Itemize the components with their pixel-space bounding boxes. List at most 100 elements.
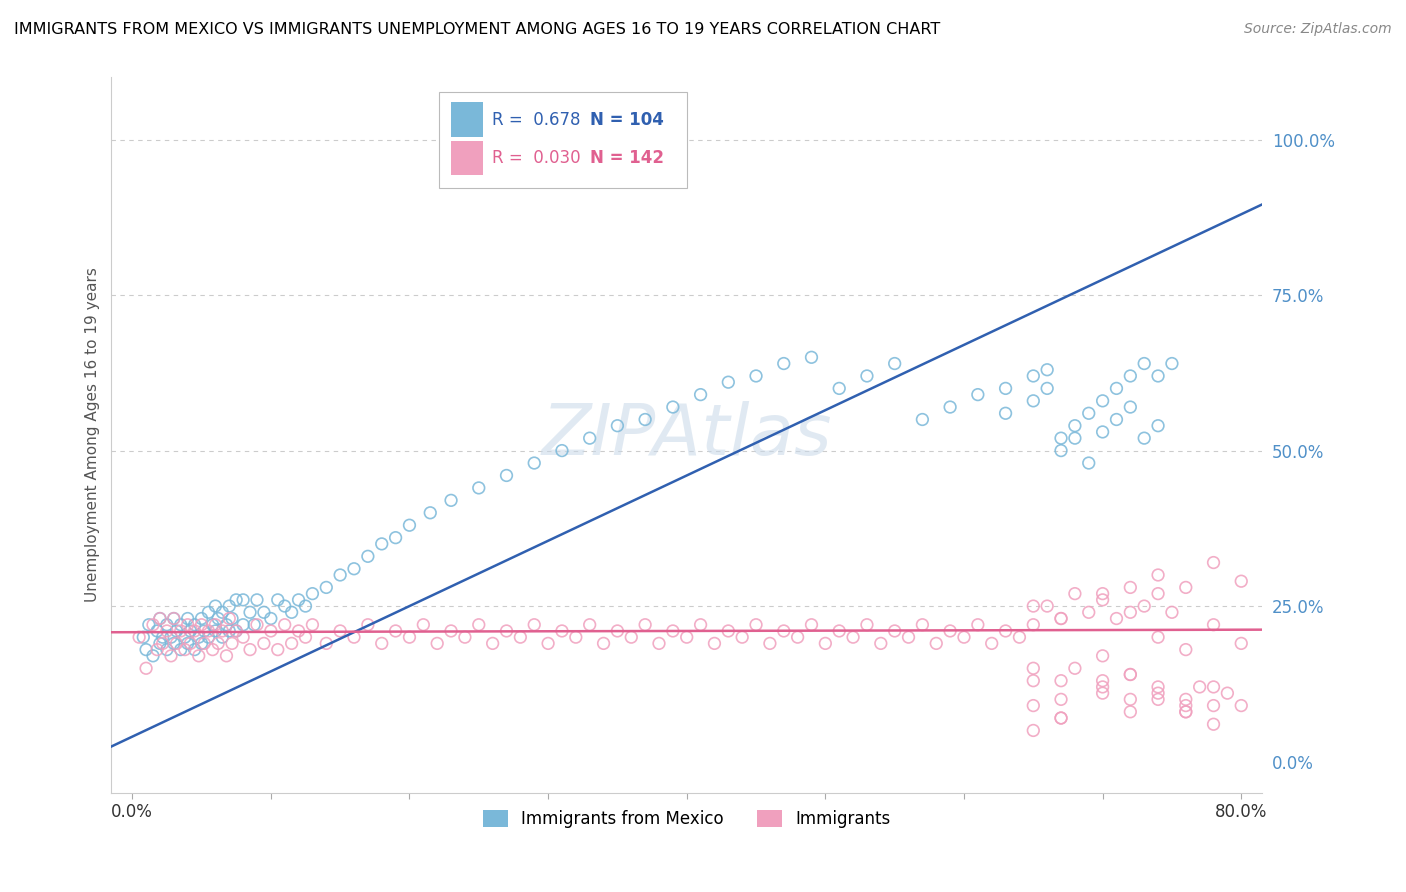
Point (146, 642, 169, 657)
Point (142, 648, 165, 663)
Point (1119, 667, 1142, 681)
Point (592, 636, 614, 650)
Point (1077, 456, 1099, 470)
Point (551, 443, 574, 458)
Text: N = 142: N = 142 (591, 149, 664, 168)
Point (163, 611, 186, 625)
Point (287, 592, 309, 607)
Text: ZIPAtlas: ZIPAtlas (541, 401, 832, 469)
Point (481, 636, 503, 650)
Point (384, 624, 406, 638)
Point (315, 636, 337, 650)
Point (468, 617, 491, 632)
Point (1022, 368, 1045, 383)
Point (190, 636, 212, 650)
Point (662, 400, 685, 414)
Point (204, 599, 226, 613)
Point (869, 636, 891, 650)
Point (329, 624, 352, 638)
Point (1064, 431, 1087, 445)
Point (197, 605, 219, 619)
Point (1147, 680, 1170, 694)
Point (468, 481, 491, 495)
Point (232, 617, 254, 632)
Point (1091, 587, 1114, 601)
Point (911, 617, 934, 632)
Point (1050, 673, 1073, 688)
Point (1119, 692, 1142, 706)
Point (620, 630, 643, 644)
Point (883, 624, 905, 638)
Point (301, 617, 323, 632)
Point (294, 630, 316, 644)
Point (146, 624, 169, 638)
Point (495, 624, 517, 638)
Point (1105, 381, 1128, 395)
Point (201, 642, 224, 657)
Point (357, 617, 380, 632)
Point (398, 518, 420, 533)
Point (163, 636, 186, 650)
Point (939, 400, 962, 414)
Point (1008, 630, 1031, 644)
Point (1161, 605, 1184, 619)
Point (1147, 368, 1170, 383)
Point (1091, 592, 1114, 607)
Point (578, 431, 600, 445)
Point (190, 617, 212, 632)
Point (179, 624, 201, 638)
Point (152, 636, 174, 650)
Point (193, 624, 215, 638)
Point (183, 617, 205, 632)
Point (218, 624, 240, 638)
Point (190, 611, 212, 625)
Point (1091, 425, 1114, 439)
Point (578, 617, 600, 632)
Point (1133, 357, 1156, 371)
Point (183, 624, 205, 638)
Point (1174, 642, 1197, 657)
Point (1174, 692, 1197, 706)
Point (1036, 599, 1059, 613)
Point (343, 562, 366, 576)
Point (1147, 418, 1170, 433)
Point (371, 636, 394, 650)
Point (703, 636, 725, 650)
Point (953, 630, 976, 644)
Point (215, 617, 238, 632)
Point (1230, 698, 1253, 713)
Text: R =  0.678: R = 0.678 (492, 111, 581, 128)
Point (193, 636, 215, 650)
Point (1064, 418, 1087, 433)
Point (170, 642, 193, 657)
Point (173, 630, 195, 644)
Point (301, 587, 323, 601)
Point (412, 617, 434, 632)
Point (1174, 705, 1197, 719)
Point (173, 642, 195, 657)
Point (994, 406, 1017, 420)
Point (132, 630, 155, 644)
Point (1202, 617, 1225, 632)
Point (253, 605, 276, 619)
Point (800, 351, 823, 365)
Point (221, 611, 243, 625)
Point (260, 611, 283, 625)
Point (1050, 692, 1073, 706)
Point (883, 357, 905, 371)
Point (187, 630, 209, 644)
Point (1147, 568, 1170, 582)
Point (371, 537, 394, 551)
Point (1091, 393, 1114, 408)
Point (426, 636, 449, 650)
Point (156, 617, 179, 632)
Point (717, 624, 740, 638)
Point (689, 387, 711, 401)
Point (1036, 381, 1059, 395)
Point (294, 599, 316, 613)
Point (1091, 686, 1114, 700)
Legend: Immigrants from Mexico, Immigrants: Immigrants from Mexico, Immigrants (477, 803, 897, 834)
Point (1050, 431, 1073, 445)
Point (440, 493, 463, 508)
Point (689, 617, 711, 632)
